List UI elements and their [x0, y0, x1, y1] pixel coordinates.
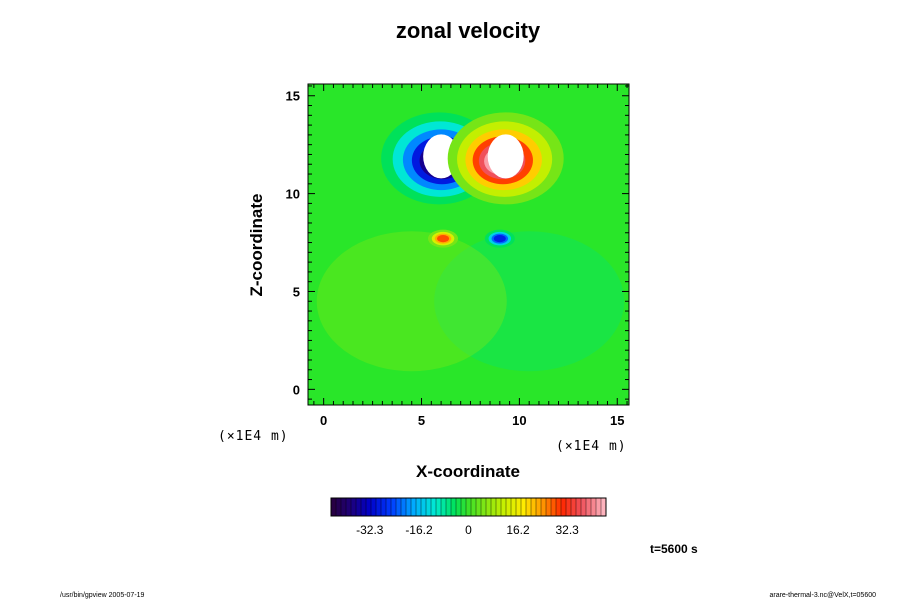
x-unit-label: (×1E4 m): [556, 439, 627, 454]
x-tick-label: 5: [418, 413, 425, 428]
colorbar-segment: [511, 498, 517, 516]
colorbar-segment: [556, 498, 562, 516]
colorbar-segment: [396, 498, 402, 516]
colorbar-segment: [401, 498, 407, 516]
field-contour-layer: [437, 235, 450, 243]
colorbar-segment: [451, 498, 457, 516]
x-axis-label: X-coordinate: [416, 462, 520, 481]
colorbar-segment: [536, 498, 542, 516]
colorbar-segment: [501, 498, 507, 516]
colorbar-segment: [356, 498, 362, 516]
y-tick-label: 5: [293, 284, 300, 299]
colorbar-segment: [516, 498, 522, 516]
colorbar-tick-label: 16.2: [506, 523, 530, 537]
colorbar-segment: [531, 498, 537, 516]
colorbar-segment: [591, 498, 597, 516]
colorbar-segment: [336, 498, 342, 516]
colorbar-segment: [346, 498, 352, 516]
colorbar-segment: [386, 498, 392, 516]
colorbar-segment: [506, 498, 512, 516]
colorbar-segment: [576, 498, 582, 516]
colorbar-segment: [371, 498, 377, 516]
colorbar-segment: [481, 498, 487, 516]
colorbar-segment: [411, 498, 417, 516]
y-tick-labels: 0 5 10 15: [286, 89, 300, 398]
colorbar-segment: [366, 498, 372, 516]
colorbar-segment: [561, 498, 567, 516]
colorbar-segment: [461, 498, 467, 516]
colorbar-segment: [331, 498, 337, 516]
field-feature-1: [447, 112, 564, 205]
colorbar-tick-label: 32.3: [556, 523, 580, 537]
colorbar-tick-label: -16.2: [405, 523, 433, 537]
colorbar: [331, 498, 607, 516]
footer-source: arare-thermal-3.nc@VelX,t=05600: [769, 592, 876, 599]
colorbar-segment: [491, 498, 497, 516]
chart-title: zonal velocity: [396, 18, 541, 43]
tick-marks: [308, 84, 629, 405]
field-feature-2: [428, 229, 459, 248]
colorbar-segment: [551, 498, 557, 516]
colorbar-tick-label: 0: [465, 523, 472, 537]
footer-command: /usr/bin/gpview 2005-07-19: [60, 592, 145, 599]
colorbar-segment: [586, 498, 592, 516]
x-tick-label: 10: [512, 413, 526, 428]
colorbar-segment: [596, 498, 602, 516]
colorbar-tick-label: -32.3: [356, 523, 384, 537]
time-stamp: t=5600 s: [650, 542, 698, 556]
field-saturated-core: [487, 134, 524, 179]
colorbar-segment: [456, 498, 462, 516]
field-feature-3: [484, 229, 515, 248]
colorbar-segment: [541, 498, 547, 516]
y-tick-label: 10: [286, 187, 300, 202]
colorbar-segment: [431, 498, 437, 516]
colorbar-segment: [546, 498, 552, 516]
x-tick-label: 15: [610, 413, 624, 428]
colorbar-segment: [471, 498, 477, 516]
colorbar-segment: [421, 498, 427, 516]
colorbar-segment: [361, 498, 367, 516]
colorbar-segment: [381, 498, 387, 516]
y-tick-label: 15: [286, 89, 300, 104]
colorbar-segment: [601, 498, 607, 516]
colorbar-segment: [416, 498, 422, 516]
colorbar-segment: [581, 498, 587, 516]
colorbar-segment: [441, 498, 447, 516]
x-tick-labels: 0 5 10 15: [320, 413, 624, 428]
colorbar-segment: [486, 498, 492, 516]
x-tick-label: 0: [320, 413, 327, 428]
colorbar-segment: [496, 498, 502, 516]
colorbar-segment: [436, 498, 442, 516]
y-axis-label: Z-coordinate: [247, 194, 266, 297]
colorbar-segment: [526, 498, 532, 516]
field-region-weak-positive: [316, 231, 507, 372]
colorbar-segment: [446, 498, 452, 516]
colorbar-segment: [466, 498, 472, 516]
colorbar-segment: [476, 498, 482, 516]
colorbar-segment: [376, 498, 382, 516]
field-region-weak-negative: [434, 231, 625, 372]
y-tick-label: 0: [293, 382, 300, 397]
y-unit-label: (×1E4 m): [218, 429, 289, 444]
plot-frame: [307, 83, 630, 406]
colorbar-tick-labels: -32.3 -16.2 0 16.2 32.3: [356, 523, 579, 537]
colorbar-segment: [426, 498, 432, 516]
colorbar-segment: [566, 498, 572, 516]
colorbar-segment: [351, 498, 357, 516]
colorbar-segment: [521, 498, 527, 516]
colorbar-segment: [391, 498, 397, 516]
colorbar-segment: [571, 498, 577, 516]
colorbar-frame: [330, 497, 607, 517]
colorbar-segment: [406, 498, 412, 516]
colorbar-segment: [341, 498, 347, 516]
heatmap-field: [308, 84, 629, 405]
field-contour-layer: [493, 235, 506, 243]
